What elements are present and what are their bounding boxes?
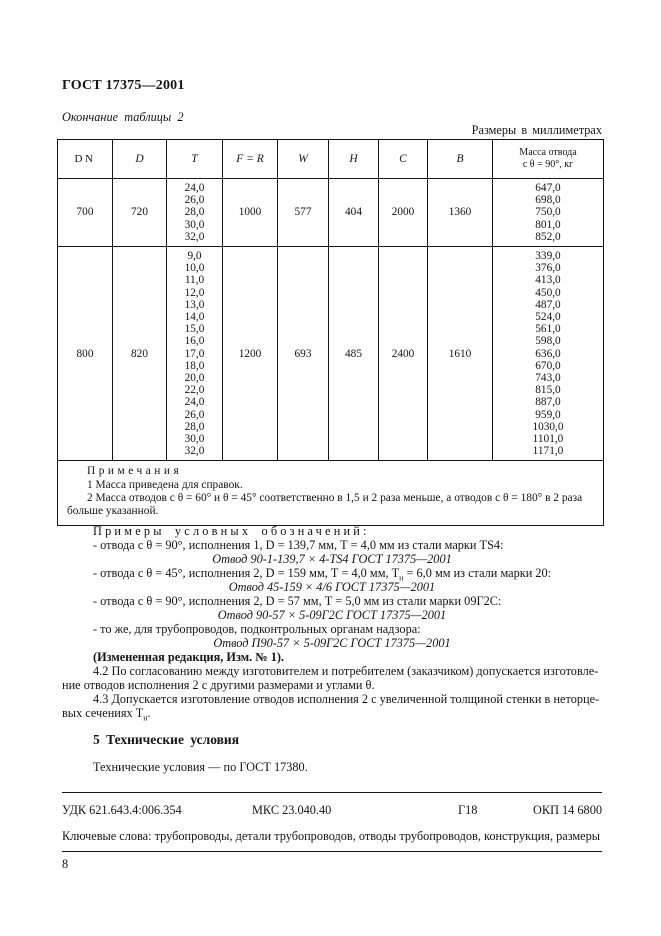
cell-mass-values: 339,0 376,0 413,0 450,0 487,0 524,0 561,… (492, 246, 604, 462)
section-5-heading: 5 Технические условия (93, 732, 240, 747)
mass-header-line2: с θ = 90°, кг (522, 159, 574, 170)
cell-b: 1360 (427, 177, 493, 248)
paragraph-4-2: 4.2 По согласованию между изготовителем … (62, 664, 599, 692)
column-header-w: W (277, 139, 329, 179)
standard-reference: ГОСТ 17375—2001 (62, 78, 185, 93)
example-designation: Отвод 90-57 × 5-09Г2С ГОСТ 17375—2001 (217, 608, 447, 622)
cell-d: 720 (112, 177, 167, 248)
column-header-b: B (427, 139, 493, 179)
cell-f-r: 1000 (222, 177, 278, 248)
cell-b: 1610 (427, 246, 493, 462)
column-header-f-r: F = R (222, 139, 278, 179)
cell-t-values: 24,0 26,0 28,0 30,0 32,0 (166, 177, 223, 248)
okp-code: ОКП 14 6800 (532, 803, 602, 817)
subscript-n: н (143, 713, 148, 723)
example-description: - отвода с θ = 90°, исполнения 1, D = 13… (93, 538, 504, 552)
paragraph-4-3-post: . (147, 706, 151, 720)
footer-divider-top (62, 792, 602, 793)
note-1: 1 Масса приведена для справок. (87, 478, 243, 491)
cell-c: 2000 (378, 177, 428, 248)
table-row: 700 720 24,0 26,0 28,0 30,0 32,0 1000 57… (57, 177, 604, 248)
examples-title: Примеры условных обозначений: (93, 524, 370, 538)
g-code: Г18 (458, 803, 478, 817)
cell-f-r: 1200 (222, 246, 278, 462)
classification-row: УДК 621.643.4:006.354 МКС 23.040.40 Г18 … (62, 803, 602, 819)
footer-divider-bottom (62, 851, 602, 852)
table-notes-row: Примечания 1 Масса приведена для справок… (57, 460, 604, 527)
note-2: 2 Масса отводов с θ = 60° и θ = 45° соот… (67, 491, 583, 518)
section-5-paragraph: Технические условия — по ГОСТ 17380. (93, 760, 308, 774)
cell-w: 577 (277, 177, 329, 248)
example-desc-pre: - отвода с θ = 45°, исполнения 2, D = 15… (93, 566, 400, 580)
paragraph-4-3: 4.3 Допускается изготовление отводов исп… (62, 692, 602, 723)
mks-code: МКС 23.040.40 (252, 803, 332, 817)
amendment-note: (Измененная редакция, Изм. № 1). (93, 650, 285, 664)
column-header-mass: Масса отвода с θ = 90°, кг (492, 139, 604, 179)
example-designation: Отвод П90-57 × 5-09Г2С ГОСТ 17375—2001 (213, 636, 451, 650)
cell-dn: 700 (57, 177, 113, 248)
paragraph-4-3-pre: 4.3 Допускается изготовление отводов исп… (62, 692, 600, 720)
cell-h: 485 (328, 246, 379, 462)
table-header-row: DN D T F = R W H C B Масса отвода с θ = … (57, 139, 604, 179)
table-continuation-caption: Окончание таблицы 2 (62, 110, 184, 124)
column-header-d: D (112, 139, 167, 179)
column-header-dn: DN (57, 139, 113, 179)
notes-cell: Примечания 1 Масса приведена для справок… (57, 460, 604, 527)
example-description: - отвода с θ = 45°, исполнения 2, D = 15… (62, 566, 602, 583)
cell-dn: 800 (57, 246, 113, 462)
udk-code: УДК 621.643.4:006.354 (62, 803, 182, 817)
subscript-n: н (399, 573, 404, 583)
notes-title: Примечания (87, 465, 183, 478)
cell-c: 2400 (378, 246, 428, 462)
cell-h: 404 (328, 177, 379, 248)
units-note: Размеры в миллиметрах (471, 123, 602, 137)
page-number: 8 (62, 857, 69, 871)
example-description: - отвода с θ = 90°, исполнения 2, D = 57… (93, 594, 502, 608)
example-designation: Отвод 90-1-139,7 × 4-ТS4 ГОСТ 17375—2001 (212, 552, 452, 566)
cell-t-values: 9,0 10,0 11,0 12,0 13,0 14,0 15,0 16,0 1… (166, 246, 223, 462)
keywords-line: Ключевые слова: трубопроводы, детали тру… (62, 829, 601, 843)
column-header-h: H (328, 139, 379, 179)
cell-d: 820 (112, 246, 167, 462)
cell-w: 693 (277, 246, 329, 462)
example-designation: Отвод 45-159 × 4/6 ГОСТ 17375—2001 (228, 580, 436, 594)
example-desc-post: = 6,0 мм из стали марки 20: (403, 566, 552, 580)
mass-header-line1: Масса отвода (519, 147, 577, 158)
table-row: 800 820 9,0 10,0 11,0 12,0 13,0 14,0 15,… (57, 246, 604, 462)
column-header-t: T (166, 139, 223, 179)
cell-mass-values: 647,0 698,0 750,0 801,0 852,0 (492, 177, 604, 248)
dimensions-table: DN D T F = R W H C B Масса отвода с θ = … (57, 139, 604, 527)
column-header-c: C (378, 139, 428, 179)
example-description: - то же, для трубопроводов, подконтрольн… (93, 622, 421, 636)
body-text: Примеры условных обозначений: - отвода с… (62, 524, 602, 774)
